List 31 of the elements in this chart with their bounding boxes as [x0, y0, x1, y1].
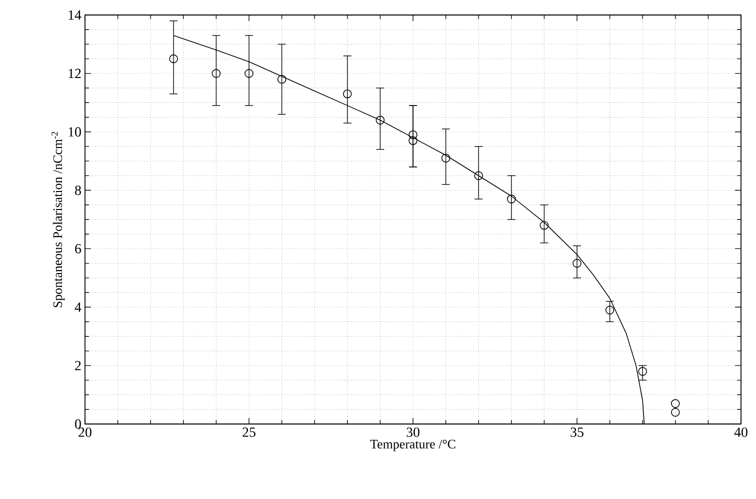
point	[507, 194, 516, 204]
point	[376, 116, 385, 125]
point	[605, 306, 614, 314]
x-tick-label: 25	[242, 428, 256, 437]
point	[212, 69, 221, 78]
point	[169, 54, 178, 64]
point	[408, 136, 418, 146]
y-tick-label: 4	[74, 302, 82, 312]
y-tick-label: 6	[75, 244, 82, 254]
x-tick-label: 35	[570, 428, 584, 437]
x-tick-label: 20	[78, 428, 92, 437]
point	[671, 399, 680, 408]
y-tick-label: 0	[75, 419, 81, 429]
point	[244, 69, 254, 78]
point	[277, 74, 286, 84]
x-axis-title: Temperature /°C	[370, 440, 456, 452]
y-tick-label: 14	[68, 10, 82, 20]
point	[671, 408, 680, 417]
point	[572, 258, 582, 268]
point	[540, 220, 549, 230]
y-axis-title: Spontaneous Polarisation /nCcm$^{-2}$	[52, 132, 65, 308]
point	[441, 154, 450, 163]
y-tick-label: 10	[68, 127, 81, 137]
y-tick-label: 8	[75, 186, 81, 195]
x-tick-label: 30	[406, 428, 420, 437]
y-tick-label: 12	[68, 68, 81, 78]
y-tick-label: 2	[75, 360, 81, 370]
point	[408, 130, 418, 140]
point	[474, 171, 484, 180]
x-tick-label: 40	[734, 428, 748, 437]
point	[343, 89, 352, 98]
